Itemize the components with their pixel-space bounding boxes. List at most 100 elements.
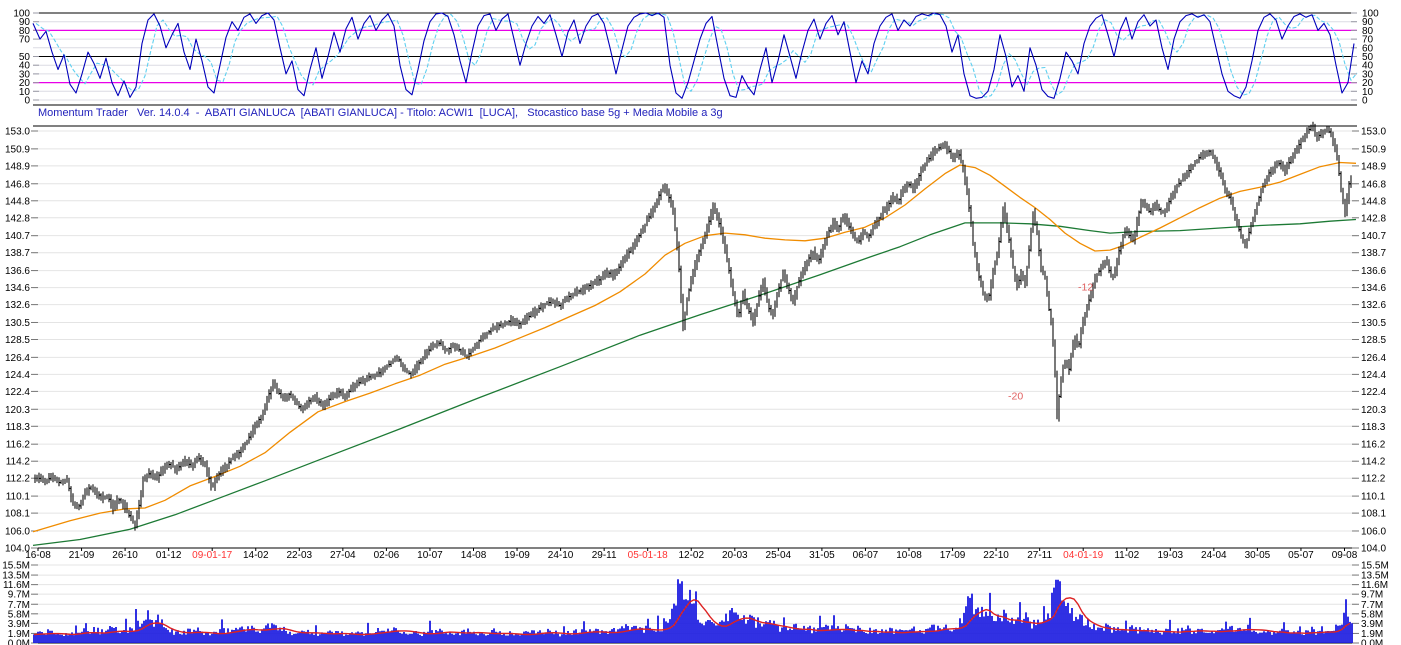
date-label: 12-02 (678, 550, 704, 561)
retracement-annotation: -20 (1008, 391, 1023, 403)
price-ytick-left: 120.3 (5, 405, 30, 416)
price-ytick-right: 153.0 (1361, 127, 1386, 138)
price-ytick-right: 150.9 (1361, 144, 1386, 155)
volume-ytick-left: 13.5M (2, 571, 30, 582)
date-label: 21-09 (69, 550, 95, 561)
price-ytick-right: 112.2 (1361, 474, 1386, 485)
price-ytick-left: 104.0 (5, 544, 30, 555)
stoch-ytick-right: 20 (1362, 78, 1374, 89)
stoch-ytick-left: 50 (19, 52, 31, 63)
volume-ytick-right: 5.8M (1361, 609, 1383, 620)
date-label: 26-10 (112, 550, 138, 561)
volume-ytick-right: 15.5M (1361, 561, 1389, 572)
date-label: 09-08 (1332, 550, 1358, 561)
price-ytick-left: 148.9 (5, 161, 30, 172)
price-ytick-right: 148.9 (1361, 161, 1386, 172)
price-ytick-right: 116.2 (1361, 440, 1386, 451)
price-ytick-right: 140.7 (1361, 231, 1386, 242)
date-label: 14-08 (461, 550, 487, 561)
price-ytick-left: 132.6 (5, 300, 30, 311)
price-ytick-right: 108.1 (1361, 509, 1386, 520)
volume-ytick-left: 7.7M (8, 600, 30, 611)
price-ytick-right: 126.4 (1361, 353, 1386, 364)
stochastic-panel: 1009080705040302010010090807060504030201… (13, 9, 1379, 107)
stoch-ytick-left: 70 (19, 35, 31, 46)
price-ytick-left: 114.2 (6, 457, 31, 468)
price-ytick-right: 104.0 (1361, 544, 1386, 555)
chart-title-bar: Momentum Trader Ver. 14.0.4 - ABATI GIAN… (38, 107, 723, 119)
date-label: 27-04 (330, 550, 356, 561)
price-ytick-left: 144.8 (5, 196, 30, 207)
price-bars (34, 121, 1352, 531)
volume-ytick-left: 15.5M (2, 561, 30, 572)
price-ytick-left: 106.0 (5, 526, 30, 537)
price-ytick-right: 132.6 (1361, 300, 1386, 311)
price-ytick-right: 118.3 (1361, 422, 1386, 433)
price-ytick-right: 146.8 (1361, 179, 1386, 190)
date-axis: 16-08 21-09 26-10 01-12 09-01-17 14-02 22-03 27… (25, 548, 1358, 561)
price-ytick-left: 146.8 (5, 179, 30, 190)
price-ytick-right: 110.1 (1361, 492, 1386, 503)
date-label: 05-07 (1288, 550, 1314, 561)
stoch-ytick-left: 10 (19, 87, 31, 98)
price-ytick-right: 142.8 (1361, 213, 1386, 224)
date-label: 24-10 (548, 550, 574, 561)
stoch-ytick-left: 20 (19, 78, 31, 89)
stoch-ytick-right: 50 (1362, 52, 1374, 63)
price-ytick-right: 114.2 (1361, 457, 1386, 468)
stoch-ytick-left: 90 (19, 17, 31, 28)
price-ytick-left: 108.1 (5, 509, 30, 520)
stoch-ytick-right: 90 (1362, 17, 1374, 28)
price-ytick-right: 144.8 (1361, 196, 1386, 207)
price-ytick-left: 150.9 (5, 144, 30, 155)
price-ytick-left: 126.4 (5, 353, 30, 364)
price-ytick-right: 130.5 (1361, 318, 1386, 329)
volume-ytick-left: 1.9M (8, 629, 30, 640)
price-ytick-right: 128.5 (1361, 335, 1386, 346)
date-label: 22-10 (983, 550, 1009, 561)
stoch-ytick-right: 30 (1362, 69, 1374, 80)
stoch-ytick-right: 40 (1362, 61, 1374, 72)
date-label: 10-07 (417, 550, 443, 561)
price-ytick-left: 153.0 (5, 127, 30, 138)
date-label: 14-02 (243, 550, 269, 561)
date-label: 27-11 (1027, 550, 1052, 561)
price-ytick-left: 134.6 (5, 283, 30, 294)
price-ytick-left: 140.7 (5, 231, 30, 242)
price-ytick-right: 136.6 (1361, 266, 1386, 277)
price-ytick-right: 138.7 (1361, 248, 1386, 259)
stoch-ytick-right: 100 (1362, 9, 1379, 20)
date-label-year-start: 04-01-19 (1063, 550, 1103, 561)
stoch-ytick-left: 80 (19, 26, 31, 37)
price-ytick-left: 128.5 (5, 335, 30, 346)
date-label: 16-08 (25, 550, 51, 561)
volume-bars (33, 579, 1353, 643)
price-ytick-left: 110.1 (6, 492, 31, 503)
date-label: 19-03 (1158, 550, 1184, 561)
price-panel: 153.0 153.0 150.9 150.9 148.9 148.9 146.8 146.8… (5, 121, 1386, 555)
price-ytick-right: 124.4 (1361, 370, 1386, 381)
date-label: 22-03 (287, 550, 313, 561)
date-label: 06-07 (853, 550, 879, 561)
retracement-annotation: -12 (1078, 282, 1093, 294)
volume-ytick-right: 9.7M (1361, 590, 1383, 601)
stoch-ytick-right: 0 (1362, 96, 1368, 107)
date-label: 01-12 (156, 550, 182, 561)
volume-ytick-left: 0.0M (8, 639, 30, 645)
date-label-year-start: 09-01-17 (192, 550, 232, 561)
volume-ytick-right: 3.9M (1361, 619, 1383, 630)
date-label: 11-02 (1114, 550, 1139, 561)
date-label: 20-03 (722, 550, 748, 561)
date-label: 30-05 (1245, 550, 1271, 561)
stoch-ytick-right: 80 (1362, 26, 1374, 37)
date-label: 17-09 (940, 550, 966, 561)
stoch-ytick-right: 60 (1362, 43, 1374, 54)
date-label: 24-04 (1201, 550, 1227, 561)
price-ytick-right: 122.4 (1361, 387, 1386, 398)
volume-ytick-right: 11.6M (1361, 580, 1388, 591)
volume-ytick-right: 13.5M (1361, 571, 1389, 582)
price-ytick-left: 122.4 (5, 387, 30, 398)
